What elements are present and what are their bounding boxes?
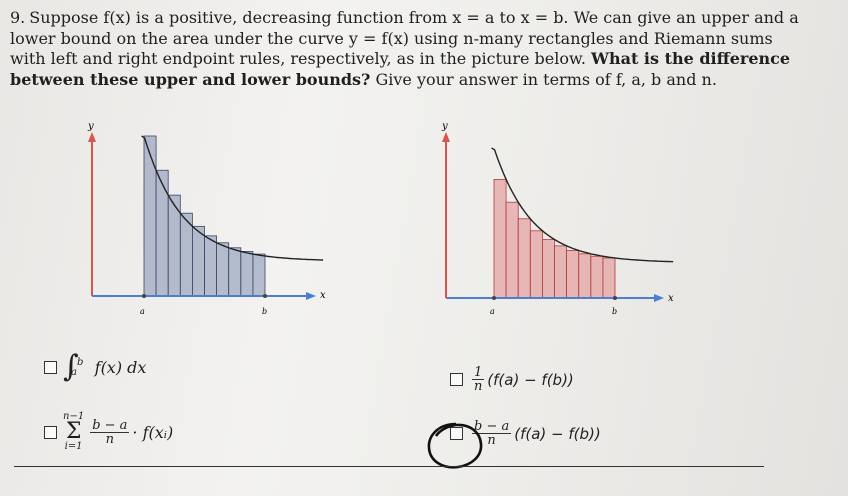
right-a-label: a	[490, 307, 495, 316]
riemann-rectangle	[252, 253, 266, 297]
riemann-rectangle	[143, 135, 157, 297]
integral-lower: a	[71, 367, 77, 378]
left-riemann-figure: y x a b	[87, 121, 326, 316]
fraction-denominator: n	[105, 431, 114, 447]
left-a-label: a	[140, 307, 145, 316]
right-curve	[491, 147, 674, 263]
question-bold: What is the difference between these upp…	[10, 49, 791, 89]
left-curve	[141, 135, 324, 261]
integral-sign: ∫ b a	[63, 352, 83, 382]
sum-bottom: i=1	[64, 441, 83, 452]
integrand: f(x) dx	[94, 357, 147, 377]
bottom-rule	[14, 466, 764, 467]
riemann-rectangle	[566, 250, 580, 299]
option-integral-checkbox[interactable]	[44, 360, 57, 374]
riemann-rectangle	[542, 239, 555, 299]
handdrawn-circle-mark	[427, 422, 483, 469]
riemann-rectangle	[216, 242, 230, 297]
riemann-rectangle	[179, 212, 193, 297]
option-b-minus-a-checkbox[interactable]	[450, 427, 463, 440]
riemann-rectangle	[155, 169, 169, 297]
riemann-rectangle	[517, 218, 531, 299]
question-body-2: Give your answer in terms of f, a, b and…	[370, 69, 717, 89]
left-y-arrow	[88, 132, 96, 142]
option-one-over-n-checkbox[interactable]	[450, 373, 463, 386]
left-y-label: y	[87, 121, 94, 132]
option-expr: (f(a) − f(b))	[487, 370, 574, 389]
option-integral[interactable]: ∫ b a f(x) dx	[44, 352, 146, 382]
riemann-rectangle	[228, 247, 242, 297]
riemann-rectangle	[529, 230, 543, 299]
left-b-label: b	[262, 307, 267, 316]
question-text: 9. Suppose f(x) is a positive, decreasing…	[10, 8, 800, 90]
riemann-rectangle	[493, 179, 507, 299]
riemann-rectangle	[192, 225, 205, 297]
riemann-rectangle	[240, 251, 254, 297]
fraction-denominator: n	[473, 379, 483, 394]
fraction-denominator: n	[487, 433, 496, 448]
fraction-numerator: b − a	[472, 419, 512, 434]
option-expr: · f(xᵢ)	[132, 422, 174, 442]
right-rectangles	[493, 179, 616, 299]
question-body-1: Suppose f(x) is a positive, decreasing f…	[10, 8, 799, 68]
fraction-numerator: 1	[472, 365, 485, 380]
right-y-arrow	[442, 132, 450, 142]
option-sum-checkbox[interactable]	[44, 425, 57, 439]
right-x-label: x	[668, 293, 674, 304]
riemann-rectangle	[578, 253, 592, 299]
integral-upper: b	[77, 357, 84, 368]
left-rectangles	[143, 135, 266, 297]
riemann-rectangle	[505, 201, 519, 299]
riemann-rectangle	[554, 245, 567, 299]
option-expr: (f(a) − f(b))	[514, 424, 601, 443]
left-x-arrow	[306, 292, 316, 300]
riemann-rectangle	[602, 257, 616, 299]
riemann-rectangle	[204, 235, 217, 297]
right-riemann-figure: y x a b	[441, 121, 674, 316]
sum-top: n−1	[63, 411, 85, 422]
right-x-arrow	[654, 294, 664, 302]
right-y-label: y	[441, 121, 448, 132]
riemann-rectangle	[590, 255, 604, 299]
fraction-numerator: b − a	[90, 417, 130, 433]
right-b-label: b	[612, 307, 617, 316]
left-x-label: x	[320, 290, 326, 301]
question-number: 9.	[10, 8, 26, 27]
